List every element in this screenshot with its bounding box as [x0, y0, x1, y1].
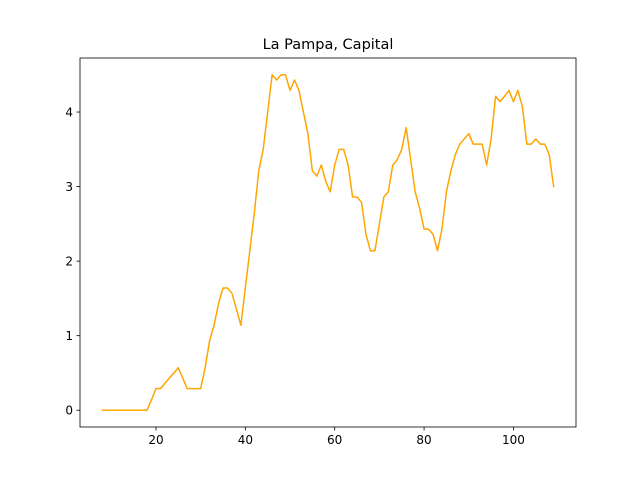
y-tick-label: 0 — [65, 404, 73, 418]
x-tick-label: 20 — [148, 433, 163, 447]
y-tick-label: 4 — [65, 106, 73, 120]
x-tick-label: 40 — [238, 433, 253, 447]
x-tick-label: 100 — [502, 433, 525, 447]
series-line-0 — [101, 74, 555, 411]
plot-frame — [79, 57, 577, 428]
x-tick-label: 80 — [416, 433, 431, 447]
y-tick-label: 2 — [65, 255, 73, 269]
y-tick-label: 3 — [65, 180, 73, 194]
y-tick-label: 1 — [65, 329, 73, 343]
axes: 20 40 60 80 100 0 1 2 3 4 — [65, 57, 577, 447]
plot-marks — [101, 74, 555, 411]
chart-title: La Pampa, Capital — [263, 37, 394, 53]
x-tick-label: 60 — [327, 433, 342, 447]
